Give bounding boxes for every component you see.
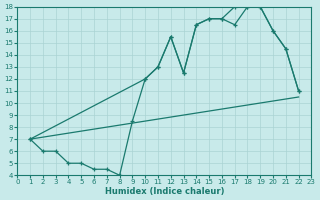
X-axis label: Humidex (Indice chaleur): Humidex (Indice chaleur) xyxy=(105,187,224,196)
